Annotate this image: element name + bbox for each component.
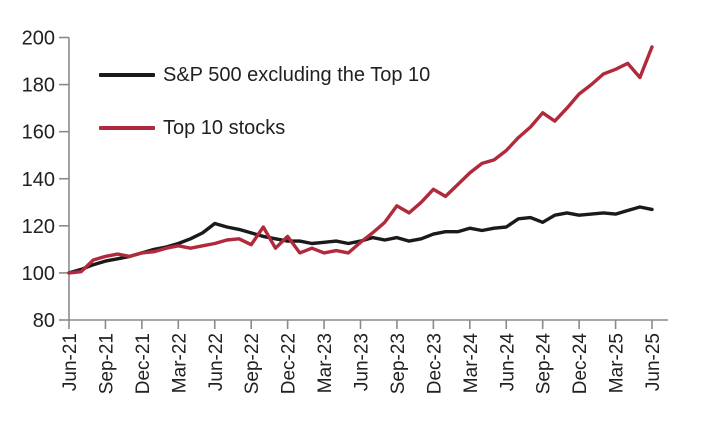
y-tick-label: 200	[22, 28, 55, 50]
x-tick-label: Dec-22	[279, 333, 300, 394]
legend-swatch-black-line	[99, 73, 155, 77]
x-tick-label: Jun-22	[206, 333, 227, 391]
y-tick-label: 100	[22, 263, 55, 285]
chart-legend: S&P 500 excluding the Top 10 Top 10 stoc…	[99, 62, 430, 141]
y-tick-label: 80	[33, 310, 55, 332]
x-tick-label: Dec-21	[133, 333, 154, 394]
x-tick-label: Mar-24	[461, 333, 482, 394]
x-tick-label: Mar-23	[315, 333, 336, 393]
x-tick-label: Jun-21	[60, 333, 81, 391]
y-tick-label: 140	[22, 169, 55, 191]
x-tick-label: Jun-23	[352, 333, 373, 391]
x-tick-label: Sep-23	[388, 333, 409, 394]
x-tick-label: Jun-24	[497, 333, 518, 392]
x-tick-label: Dec-23	[424, 333, 445, 394]
x-tick-label: Sep-21	[96, 333, 117, 394]
x-tick-label: Mar-22	[169, 333, 190, 393]
series-line-top10-stocks	[67, 45, 654, 275]
legend-item-sp500-ex-top10: S&P 500 excluding the Top 10	[99, 62, 430, 88]
legend-label-top10-stocks: Top 10 stocks	[163, 117, 286, 139]
legend-swatch-red-line	[99, 126, 155, 130]
legend-label-sp500-ex-top10: S&P 500 excluding the Top 10	[163, 64, 431, 86]
x-tick-label: Jun-25	[643, 333, 664, 391]
series-line-sp500-ex-top10	[67, 205, 654, 275]
x-tick-label: Mar-25	[607, 333, 628, 393]
x-tick-label: Sep-22	[242, 333, 263, 394]
x-tick-label: Dec-24	[570, 333, 591, 395]
y-tick-label: 120	[22, 216, 55, 238]
y-tick-label: 180	[22, 75, 55, 97]
legend-item-top10-stocks: Top 10 stocks	[99, 115, 430, 141]
x-tick-label: Sep-24	[534, 333, 555, 395]
y-tick-label: 160	[22, 122, 55, 144]
